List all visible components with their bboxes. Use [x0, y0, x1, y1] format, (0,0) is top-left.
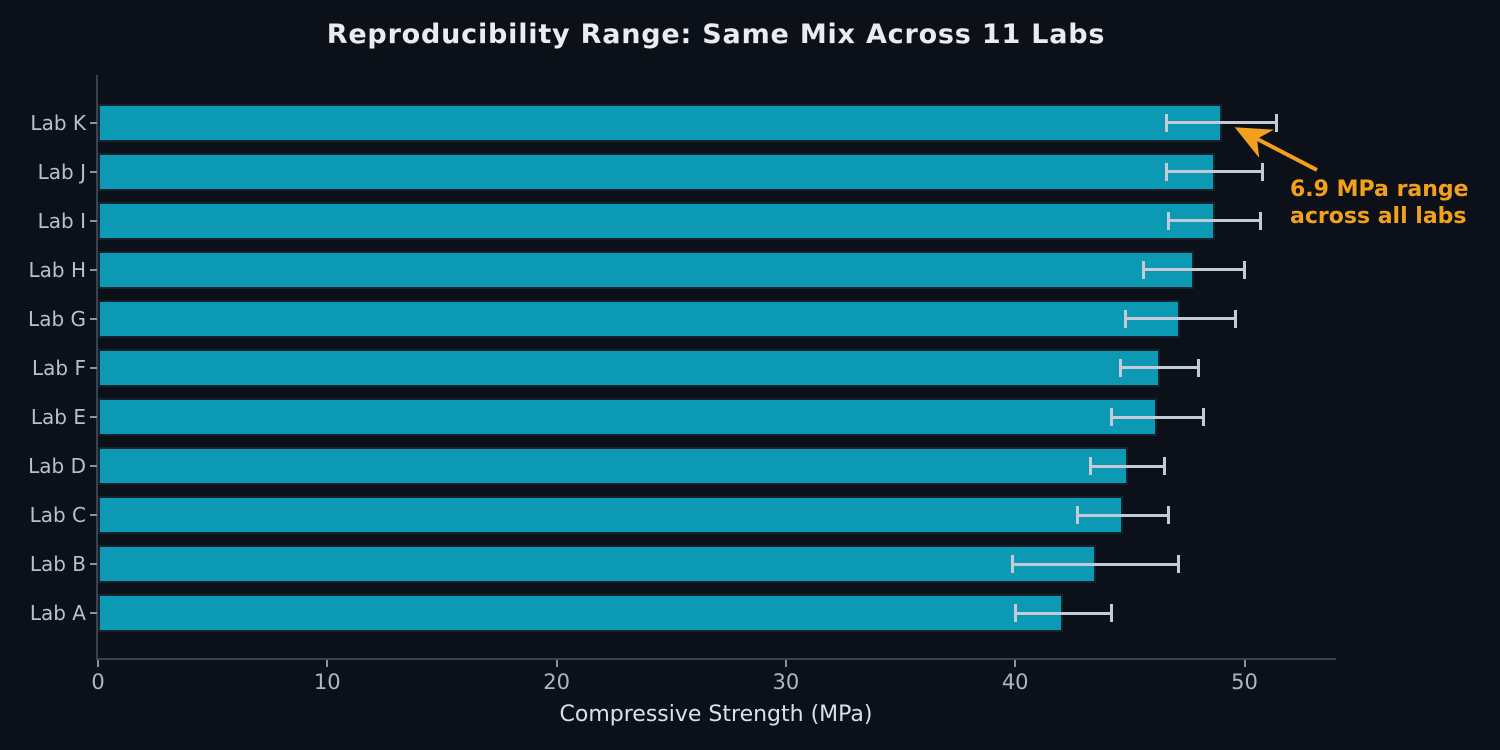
y-tick-mark-lab-k: [90, 121, 97, 124]
y-tick-label-lab-c: Lab C: [29, 503, 86, 528]
x-axis-label: Compressive Strength (MPa): [559, 702, 873, 727]
y-tick-label-lab-a: Lab A: [29, 601, 86, 626]
error-cap-min-lab-d: [1089, 457, 1093, 476]
error-cap-max-lab-i: [1259, 211, 1263, 230]
bar-lab-e: [98, 398, 1158, 437]
error-bar-lab-h: [1143, 268, 1245, 272]
error-cap-max-lab-d: [1162, 457, 1166, 476]
x-tick-mark-40: [1014, 660, 1017, 667]
x-tick-mark-0: [97, 660, 99, 667]
error-cap-min-lab-c: [1075, 506, 1079, 525]
x-tick-label-0: 0: [91, 670, 105, 694]
y-tick-mark-lab-d: [90, 465, 97, 468]
bar-lab-k: [98, 103, 1222, 142]
y-tick-mark-lab-a: [90, 612, 97, 615]
error-cap-max-lab-a: [1110, 604, 1113, 623]
y-tick-mark-lab-h: [90, 268, 97, 271]
error-bar-lab-c: [1077, 513, 1169, 517]
bar-lab-b: [98, 545, 1096, 584]
bar-lab-h: [98, 250, 1195, 289]
bar-lab-c: [98, 496, 1123, 535]
y-tick-label-lab-g: Lab G: [28, 306, 86, 331]
x-tick-mark-30: [784, 660, 787, 667]
y-tick-mark-lab-i: [90, 219, 97, 222]
plot-area: [96, 75, 1336, 660]
bar-lab-g: [98, 299, 1181, 338]
y-tick-label-lab-d: Lab D: [28, 454, 86, 479]
error-bar-lab-f: [1120, 366, 1199, 370]
error-bar-lab-a: [1015, 611, 1112, 615]
error-bar-lab-i: [1168, 219, 1261, 223]
x-tick-mark-50: [1243, 660, 1246, 667]
error-cap-max-lab-e: [1201, 408, 1205, 427]
error-cap-min-lab-i: [1167, 211, 1171, 230]
x-tick-mark-20: [555, 660, 558, 667]
y-tick-label-lab-i: Lab I: [37, 208, 86, 233]
annotation-text: 6.9 MPa range across all labs: [1290, 176, 1469, 230]
y-tick-label-lab-h: Lab H: [28, 257, 87, 282]
error-cap-min-lab-b: [1011, 555, 1015, 574]
error-cap-max-lab-j: [1261, 162, 1265, 181]
error-bar-lab-b: [1012, 562, 1178, 566]
x-tick-label-50: 50: [1231, 670, 1258, 694]
x-tick-label-40: 40: [1001, 670, 1029, 694]
error-cap-min-lab-g: [1123, 309, 1127, 328]
error-cap-min-lab-h: [1142, 260, 1146, 279]
y-tick-mark-lab-j: [90, 170, 97, 173]
y-tick-mark-lab-c: [90, 514, 97, 517]
error-cap-max-lab-c: [1167, 506, 1171, 525]
annotation-line-2: across all labs: [1290, 204, 1467, 229]
annotation-line-1: 6.9 MPa range: [1290, 177, 1469, 202]
error-bar-lab-k: [1166, 121, 1277, 124]
y-tick-mark-lab-e: [90, 416, 97, 419]
x-tick-label-30: 30: [772, 670, 800, 694]
bar-lab-a: [98, 594, 1064, 633]
error-cap-min-lab-e: [1110, 408, 1113, 427]
y-tick-mark-lab-g: [90, 317, 97, 320]
error-cap-max-lab-h: [1243, 260, 1246, 279]
bar-lab-j: [98, 152, 1215, 191]
y-tick-label-lab-k: Lab K: [30, 110, 86, 135]
x-tick-label-20: 20: [543, 670, 570, 694]
error-bar-lab-e: [1111, 415, 1204, 419]
chart-title: Reproducibility Range: Same Mix Across 1…: [326, 19, 1106, 50]
error-cap-min-lab-k: [1165, 113, 1168, 132]
y-tick-label-lab-e: Lab E: [30, 405, 86, 430]
y-tick-label-lab-j: Lab J: [37, 159, 86, 184]
y-tick-mark-lab-f: [90, 366, 97, 369]
error-cap-max-lab-f: [1197, 358, 1201, 377]
error-cap-min-lab-a: [1013, 604, 1017, 623]
error-cap-max-lab-k: [1275, 113, 1279, 132]
bar-lab-f: [98, 348, 1160, 387]
error-bar-lab-d: [1090, 464, 1165, 468]
x-tick-label-10: 10: [313, 670, 341, 694]
error-cap-min-lab-j: [1165, 162, 1168, 181]
y-tick-label-lab-b: Lab B: [29, 552, 86, 577]
y-tick-mark-lab-b: [90, 563, 97, 566]
error-cap-min-lab-f: [1119, 358, 1123, 377]
bar-lab-d: [98, 447, 1128, 486]
error-bar-lab-g: [1125, 317, 1236, 321]
error-bar-lab-j: [1166, 170, 1263, 174]
error-cap-max-lab-b: [1176, 555, 1180, 574]
x-tick-mark-10: [326, 660, 329, 667]
error-cap-max-lab-g: [1233, 309, 1237, 328]
y-tick-label-lab-f: Lab F: [32, 355, 86, 380]
bar-lab-i: [98, 201, 1215, 240]
